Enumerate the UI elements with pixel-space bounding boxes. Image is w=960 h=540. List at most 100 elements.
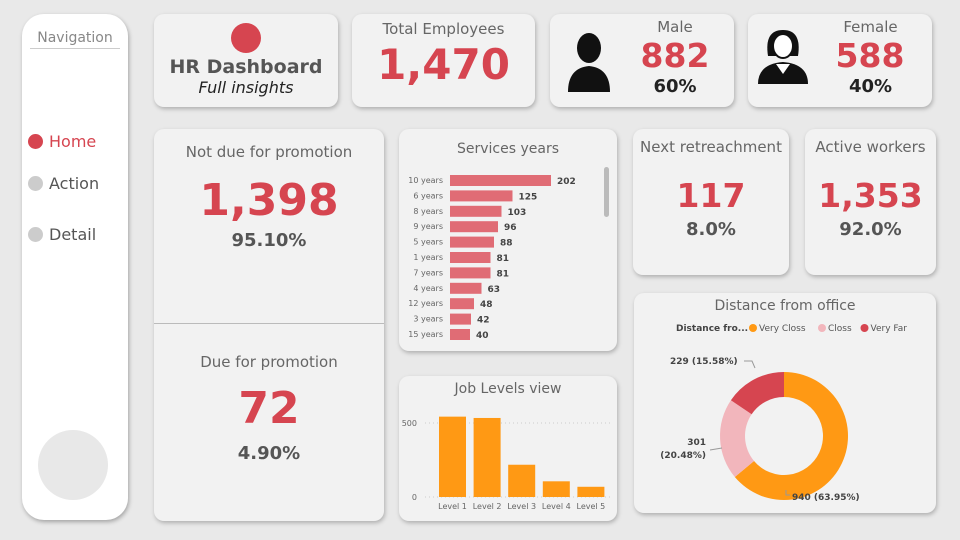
category-label: 7 years: [413, 268, 443, 277]
category-label: 9 years: [413, 222, 443, 231]
bar: [450, 252, 491, 263]
bar: [450, 267, 491, 279]
nav-label: Home: [49, 132, 97, 151]
nav-label: Detail: [49, 225, 97, 244]
kpi-percent: 60%: [653, 76, 697, 97]
category-label: Level 4: [542, 502, 571, 511]
chart-title: Services years: [456, 141, 559, 157]
kpi-value: 1,353: [818, 176, 923, 215]
divider: [154, 323, 384, 324]
legend-label: Closs: [828, 324, 852, 334]
male-card: Male 882 60%: [550, 14, 734, 107]
nav-item-home[interactable]: Home: [28, 132, 96, 151]
category-label: 1 years: [413, 253, 443, 262]
data-label: 40: [476, 331, 489, 341]
kpi-percent: 8.0%: [686, 219, 736, 240]
services-years-card: Services years 10 years 202 6 years 125 8 ye…: [399, 129, 617, 351]
retirement-card: Next retreachment 117 8.0%: [633, 129, 789, 275]
kpi-label: Next retreachment: [640, 138, 782, 156]
nav-label: Action: [49, 174, 100, 193]
legend-title: Distance fro...: [676, 324, 748, 334]
female-card: Female 588 40%: [748, 14, 932, 107]
kpi-value: 1,470: [377, 40, 510, 89]
nav-item-action[interactable]: Action: [28, 174, 99, 193]
category-label: Level 5: [577, 502, 606, 511]
active-workers-card: Active workers 1,353 92.0%: [805, 129, 936, 275]
legend-label: Very Far: [871, 324, 908, 334]
dot-icon: [28, 227, 43, 242]
donut-slice: [734, 372, 848, 501]
data-label: 940 (63.95%): [792, 493, 860, 503]
kpi-value: 882: [640, 36, 710, 75]
data-label: 125: [519, 192, 538, 202]
logo-dot-icon: [231, 23, 261, 53]
kpi-value: 588: [835, 36, 905, 75]
page-title: HR Dashboard: [169, 56, 323, 78]
bar: [450, 190, 513, 202]
leader-line: [744, 360, 756, 369]
leader-line: [709, 447, 723, 451]
kpi-label: Active workers: [815, 138, 926, 156]
kpi-value: 1,398: [199, 175, 339, 226]
data-label: 88: [500, 239, 513, 249]
data-label: 81: [497, 254, 510, 264]
kpi-percent: 92.0%: [839, 219, 902, 240]
category-label: 6 years: [413, 191, 443, 200]
job-levels-card: Job Levels view 0 500 Level 1 Level 2 Level …: [399, 376, 617, 521]
kpi-label: Not due for promotion: [185, 143, 353, 161]
page-subtitle: Full insights: [198, 78, 294, 97]
category-label: Level 3: [507, 502, 536, 511]
legend-marker: [818, 324, 826, 332]
data-label: 301: [687, 438, 706, 448]
category-label: 5 years: [413, 238, 443, 247]
promotion-card: Not due for promotion 1,398 95.10% Due f…: [154, 129, 384, 521]
header-card: HR Dashboard Full insights: [154, 14, 338, 107]
active-dot-icon: [28, 134, 43, 149]
legend-marker: [749, 324, 757, 332]
bar: [450, 175, 551, 186]
kpi-label: Female: [843, 18, 898, 36]
distance-donut-chart: Distance fro... Very Closs Closs Very Far 94…: [660, 324, 908, 503]
distance-card: Distance from office Distance fro... Very…: [634, 293, 936, 513]
donut-slice: [720, 400, 755, 477]
kpi-label: Total Employees: [382, 20, 505, 38]
kpi-percent: 95.10%: [231, 230, 307, 251]
legend-label: Very Closs: [759, 324, 806, 334]
services-years-chart: 10 years 202 6 years 125 8 years 103 9 years 96…: [408, 175, 576, 341]
bar: [450, 313, 471, 325]
chart-title: Distance from office: [714, 298, 856, 314]
kpi-label: Male: [657, 18, 693, 36]
scrollbar[interactable]: [604, 167, 609, 217]
bar: [450, 221, 498, 233]
bar: [450, 282, 482, 294]
bar: [473, 417, 501, 497]
category-label: Level 2: [473, 502, 502, 511]
category-label: 12 years: [408, 299, 443, 308]
data-label: 202: [557, 177, 576, 187]
kpi-percent: 40%: [848, 76, 893, 97]
y-tick-label: 0: [412, 493, 417, 502]
data-label: 229 (15.58%): [670, 357, 738, 367]
category-label: 4 years: [413, 284, 443, 293]
job-levels-chart: 0 500 Level 1 Level 2 Level 3 Level 4 Level 5: [402, 416, 613, 511]
data-label: 63: [488, 285, 501, 295]
leader-line: [785, 490, 790, 496]
bar: [577, 486, 605, 497]
dot-icon: [28, 176, 43, 191]
data-label: 48: [480, 300, 493, 310]
data-label: 103: [508, 208, 527, 218]
kpi-value: 117: [676, 176, 746, 215]
category-label: Level 1: [438, 502, 467, 511]
bar: [450, 329, 470, 340]
bar: [450, 298, 474, 310]
kpi-percent: 4.90%: [237, 443, 301, 464]
category-label: 8 years: [413, 207, 443, 216]
bar: [439, 416, 466, 497]
category-label: 3 years: [413, 315, 443, 324]
bar: [450, 205, 502, 217]
nav-item-detail[interactable]: Detail: [28, 225, 96, 244]
bar: [508, 464, 536, 497]
legend-marker: [860, 324, 869, 332]
chart-title: Job Levels view: [454, 381, 562, 397]
data-label: 96: [504, 223, 517, 233]
